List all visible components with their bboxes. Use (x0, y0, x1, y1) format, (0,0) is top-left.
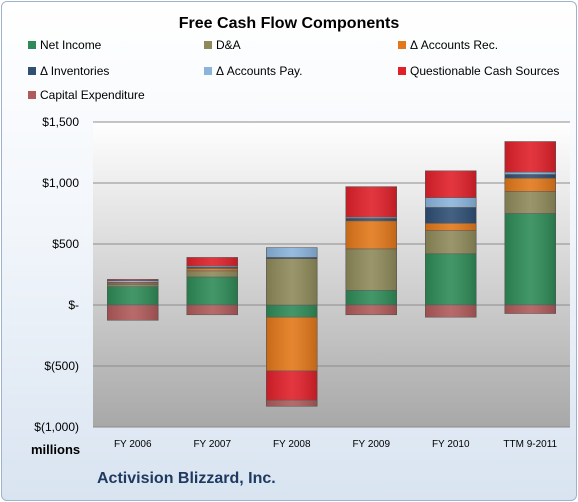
legend-swatch (28, 67, 36, 75)
bar-shading (107, 282, 159, 284)
legend-label: D&A (216, 38, 241, 52)
bar-shading (266, 370, 318, 401)
legend-item: D&A (204, 38, 241, 52)
bar-shading (425, 230, 477, 254)
bar-shading (186, 265, 238, 268)
legend-item: Capital Expenditure (28, 88, 145, 102)
bar-shading (345, 248, 397, 291)
bar-shading (107, 279, 159, 281)
bar-shading (504, 305, 556, 314)
bar-shading (186, 257, 238, 266)
legend-item: Δ Accounts Rec. (398, 38, 498, 52)
legend-item: Net Income (28, 38, 101, 52)
bar-shading (266, 247, 318, 258)
x-tick-label: TTM 9-2011 (503, 439, 557, 450)
bar-shading (504, 191, 556, 214)
y-tick-label: $500 (52, 237, 79, 251)
bar-shading (186, 268, 238, 271)
bar-shading (266, 305, 318, 318)
x-tick-label: FY 2006 (114, 439, 152, 450)
x-tick-label: FY 2009 (352, 439, 390, 450)
bar-shading (107, 280, 159, 283)
legend-label: Questionable Cash Sources (410, 64, 560, 78)
bar-shading (504, 213, 556, 305)
bar-shading (425, 223, 477, 231)
bar-shading (186, 270, 238, 277)
legend-swatch (398, 41, 406, 49)
company-name: Activision Blizzard, Inc. (97, 470, 276, 487)
legend-label: Δ Accounts Pay. (216, 64, 303, 78)
y-tick-label: $(500) (44, 359, 79, 373)
bar-shading (266, 317, 318, 371)
legend-label: Δ Accounts Rec. (410, 38, 499, 52)
bar-shading (425, 170, 477, 198)
legend-label: Net Income (40, 38, 102, 52)
units-label: millions (31, 442, 81, 457)
y-tick-label: $- (68, 298, 79, 312)
legend-item: Questionable Cash Sources (398, 64, 559, 78)
bar-shading (504, 178, 556, 192)
bar-shading (186, 267, 238, 269)
legend-item: Δ Inventories (28, 64, 109, 78)
bar-shading (425, 305, 477, 318)
bar-shading (345, 290, 397, 305)
legend-item: Δ Accounts Pay. (204, 64, 303, 78)
legend-label: Δ Inventories (40, 64, 110, 78)
bar-shading (504, 174, 556, 179)
bar-shading (504, 141, 556, 173)
bar-shading (345, 217, 397, 219)
plot-area (93, 122, 570, 427)
bar-shading (345, 186, 397, 218)
bar-shading (425, 207, 477, 224)
bar-shading (345, 305, 397, 315)
x-tick-label: FY 2008 (273, 439, 311, 450)
bar-shading (107, 284, 159, 287)
bar-shading (266, 400, 318, 407)
y-tick-label: $(1,000) (34, 420, 79, 434)
y-tick-label: $1,500 (42, 115, 79, 129)
legend-label: Capital Expenditure (40, 88, 145, 102)
legend-swatch (28, 91, 36, 99)
bar-shading (504, 172, 556, 175)
bar-shading (186, 305, 238, 315)
bar-shading (345, 218, 397, 221)
bar-shading (425, 197, 477, 208)
chart-title: Free Cash Flow Components (178, 15, 400, 32)
bar-shading (266, 258, 318, 305)
legend-swatch (398, 67, 406, 75)
bar-shading (107, 283, 159, 285)
bar-shading (266, 257, 318, 259)
legend-swatch (28, 41, 36, 49)
bar-shading (107, 305, 159, 321)
x-tick-label: FY 2010 (432, 439, 470, 450)
bar-shading (107, 286, 159, 305)
y-tick-label: $1,000 (42, 176, 79, 190)
bar-shading (186, 276, 238, 305)
legend-swatch (204, 41, 212, 49)
bar-shading (425, 253, 477, 305)
legend-swatch (204, 67, 212, 75)
x-tick-label: FY 2007 (193, 439, 231, 450)
bar-shading (345, 220, 397, 249)
